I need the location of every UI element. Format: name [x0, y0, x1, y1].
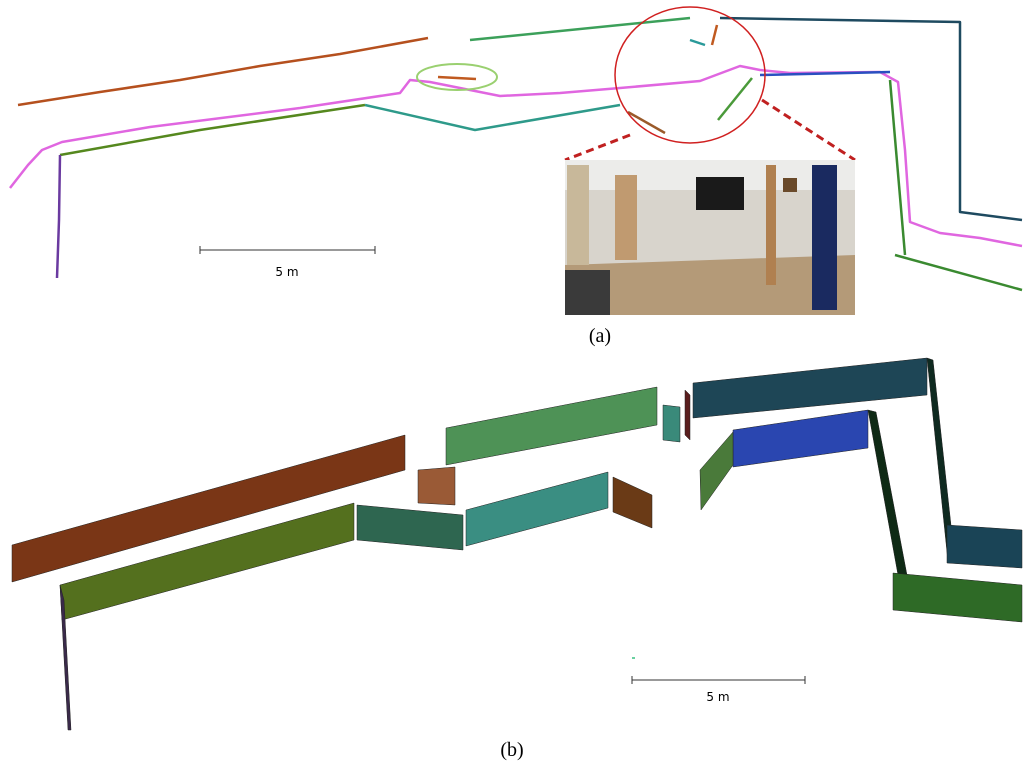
wall-trace — [364, 103, 621, 132]
highlight-circle — [614, 6, 766, 144]
wall-trace — [888, 79, 907, 256]
wall-plane — [946, 524, 1023, 569]
wall-plane — [692, 357, 928, 419]
panel-b — [11, 357, 1023, 731]
wall-trace — [55, 154, 62, 279]
wall-plane — [699, 431, 734, 511]
wall-trace — [437, 75, 477, 81]
highlight-ellipse — [416, 63, 498, 91]
callout-line — [564, 133, 631, 162]
caption: (a) — [589, 325, 611, 347]
wall-trace — [894, 253, 1023, 292]
photo — [565, 160, 855, 315]
caption: (b) — [500, 739, 523, 761]
wall-trace — [719, 16, 1023, 222]
wall-plane — [684, 389, 691, 441]
wall-trace — [689, 38, 706, 47]
wall-plane — [465, 471, 609, 547]
scale-label: 5 m — [706, 690, 729, 704]
wall-trace — [759, 70, 891, 77]
wall-plane — [445, 386, 658, 466]
speck — [632, 657, 635, 659]
wall-plane — [612, 476, 653, 529]
wall-plane — [732, 409, 869, 468]
wall-plane — [867, 409, 908, 576]
wall-trace — [710, 24, 719, 46]
callout-line — [761, 98, 856, 162]
wall-plane — [11, 434, 406, 583]
wall-trace — [627, 110, 666, 135]
wall-trace — [17, 36, 429, 107]
trajectory — [9, 64, 1023, 248]
panel-a: 5 m (a) — [9, 6, 1023, 347]
wall-plane — [59, 584, 72, 731]
wall-plane — [356, 504, 464, 551]
wall-trace — [717, 77, 753, 121]
wall-trace — [469, 16, 691, 42]
wall-plane — [417, 466, 456, 506]
wall-trace — [59, 103, 366, 157]
panel-b-labels: 5 m (b) — [500, 676, 806, 761]
wall-plane — [662, 404, 681, 443]
wall-plane — [892, 572, 1023, 623]
scale-label: 5 m — [275, 265, 298, 279]
